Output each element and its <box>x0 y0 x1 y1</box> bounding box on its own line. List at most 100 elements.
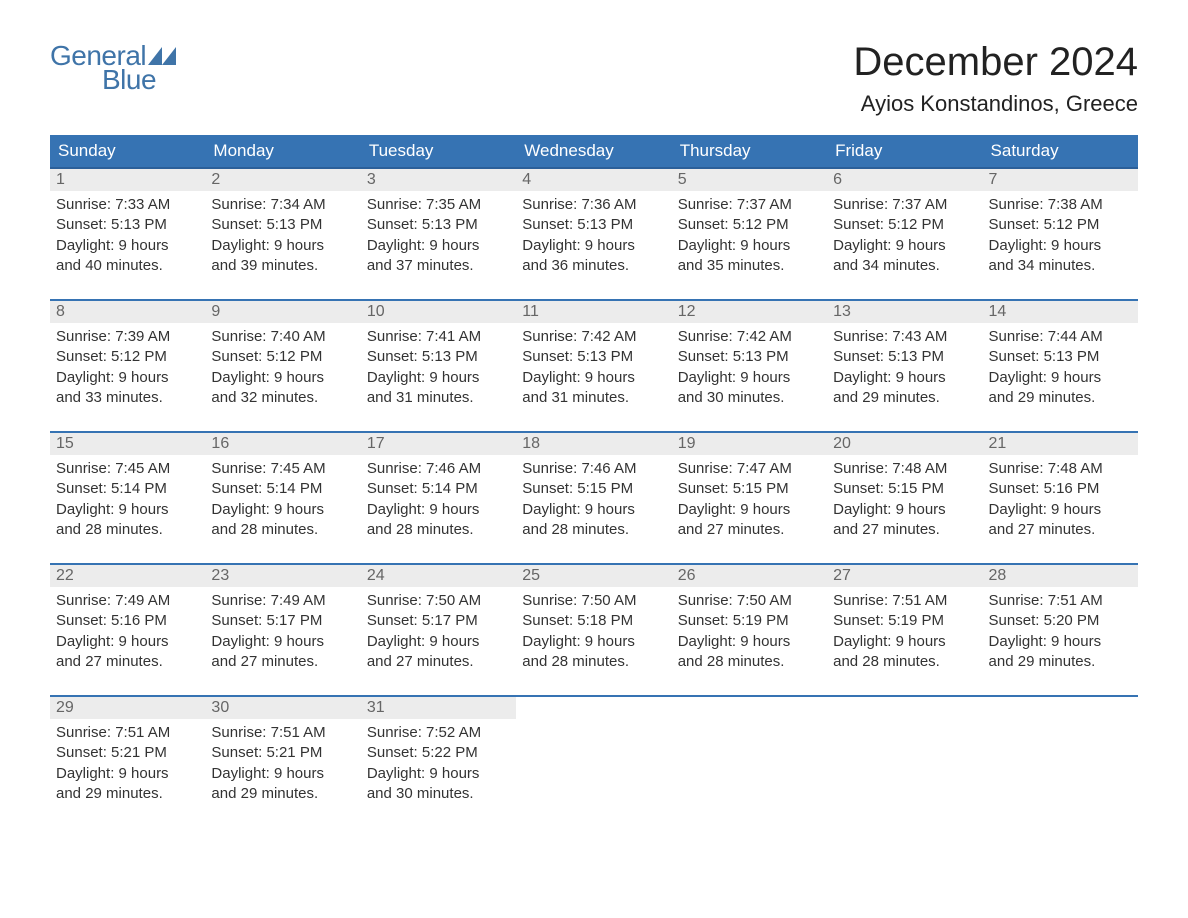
calendar-day-cell: 22Sunrise: 7:49 AMSunset: 5:16 PMDayligh… <box>50 564 205 682</box>
day-sunset: Sunset: 5:15 PM <box>522 479 665 499</box>
day-sunrise: Sunrise: 7:35 AM <box>367 195 510 215</box>
day-details: Sunrise: 7:33 AMSunset: 5:13 PMDaylight:… <box>50 191 205 286</box>
day-number: 31 <box>361 697 516 719</box>
calendar-week: 8 Sunrise: 7:39 AMSunset: 5:12 PM Daylight… <box>50 300 1138 418</box>
day-header-row: Sunday Monday Tuesday Wednesday Thursday… <box>50 135 1138 168</box>
day-details: Sunrise: 7:40 AMSunset: 5:12 PMDaylight:… <box>205 323 360 418</box>
day-dl2: and 31 minutes. <box>522 388 665 408</box>
day-number: 3 <box>361 169 516 191</box>
day-number: 8 <box>50 301 205 323</box>
calendar-week: 29Sunrise: 7:51 AMSunset: 5:21 PMDayligh… <box>50 696 1138 814</box>
day-header: Saturday <box>983 135 1138 168</box>
day-sunset: Sunset: 5:13 PM <box>367 347 510 367</box>
day-details: Sunrise: 7:47 AMSunset: 5:15 PMDaylight:… <box>672 455 827 550</box>
day-details: Sunrise: 7:43 AMSunset: 5:13 PMDaylight:… <box>827 323 982 418</box>
day-dl1: Daylight: 9 hours <box>833 632 976 652</box>
day-dl1: Daylight: 9 hours <box>367 500 510 520</box>
day-number: 11 <box>516 301 671 323</box>
calendar-day-cell: 19Sunrise: 7:47 AMSunset: 5:15 PMDayligh… <box>672 432 827 550</box>
day-dl1: Daylight: 9 hours <box>678 368 821 388</box>
day-dl1: Daylight: 9 hours <box>367 368 510 388</box>
day-dl1: Daylight: 9 hours <box>678 236 821 256</box>
day-details: Sunrise: 7:48 AMSunset: 5:15 PMDaylight:… <box>827 455 982 550</box>
day-number: 15 <box>50 433 205 455</box>
day-details: Sunrise: 7:48 AMSunset: 5:16 PMDaylight:… <box>983 455 1138 550</box>
day-dl2: and 34 minutes. <box>833 256 976 276</box>
day-number: 12 <box>672 301 827 323</box>
day-sunrise: Sunrise: 7:41 AM <box>367 327 510 347</box>
day-sunset: Sunset: 5:17 PM <box>367 611 510 631</box>
day-number: 9 <box>205 301 360 323</box>
day-sunset: Sunset: 5:14 PM <box>367 479 510 499</box>
calendar-day-cell: 31Sunrise: 7:52 AMSunset: 5:22 PMDayligh… <box>361 696 516 814</box>
day-dl2: and 29 minutes. <box>211 784 354 804</box>
calendar-day-cell: 21Sunrise: 7:48 AMSunset: 5:16 PMDayligh… <box>983 432 1138 550</box>
day-sunrise: Sunrise: 7:36 AM <box>522 195 665 215</box>
day-details: Sunrise: 7:35 AMSunset: 5:13 PMDaylight:… <box>361 191 516 286</box>
day-sunset: Sunset: 5:13 PM <box>678 347 821 367</box>
day-sunrise: Sunrise: 7:51 AM <box>56 723 199 743</box>
day-number: 30 <box>205 697 360 719</box>
calendar-day-cell: 6Sunrise: 7:37 AMSunset: 5:12 PMDaylight… <box>827 168 982 286</box>
day-number: 13 <box>827 301 982 323</box>
day-sunset: Sunset: 5:12 PM <box>56 347 199 367</box>
calendar-day-cell: 27Sunrise: 7:51 AMSunset: 5:19 PMDayligh… <box>827 564 982 682</box>
day-dl1: Daylight: 9 hours <box>211 368 354 388</box>
brand-blue-text: Blue <box>102 64 156 96</box>
day-details: Sunrise: 7:50 AMSunset: 5:19 PMDaylight:… <box>672 587 827 682</box>
calendar-day-cell: 5Sunrise: 7:37 AMSunset: 5:12 PMDaylight… <box>672 168 827 286</box>
day-sunset: Sunset: 5:12 PM <box>833 215 976 235</box>
day-details: Sunrise: 7:38 AMSunset: 5:12 PMDaylight:… <box>983 191 1138 286</box>
day-header: Wednesday <box>516 135 671 168</box>
day-details: Sunrise: 7:46 AMSunset: 5:15 PMDaylight:… <box>516 455 671 550</box>
day-sunset: Sunset: 5:13 PM <box>989 347 1132 367</box>
calendar-day-cell: 20Sunrise: 7:48 AMSunset: 5:15 PMDayligh… <box>827 432 982 550</box>
day-dl2: and 28 minutes. <box>678 652 821 672</box>
day-header: Tuesday <box>361 135 516 168</box>
day-sunset: Sunset: 5:21 PM <box>56 743 199 763</box>
day-details: Sunrise: 7:37 AMSunset: 5:12 PMDaylight:… <box>827 191 982 286</box>
day-dl2: and 28 minutes. <box>522 520 665 540</box>
day-dl1: Daylight: 9 hours <box>211 236 354 256</box>
day-number: 1 <box>50 169 205 191</box>
day-sunrise: Sunrise: 7:40 AM <box>211 327 354 347</box>
day-dl1: Daylight: 9 hours <box>367 236 510 256</box>
day-sunrise: Sunrise: 7:37 AM <box>678 195 821 215</box>
day-dl2: and 34 minutes. <box>989 256 1132 276</box>
day-sunrise: Sunrise: 7:50 AM <box>367 591 510 611</box>
day-number: 29 <box>50 697 205 719</box>
day-sunrise: Sunrise: 7:51 AM <box>211 723 354 743</box>
calendar-day-cell: 4Sunrise: 7:36 AMSunset: 5:13 PMDaylight… <box>516 168 671 286</box>
day-details: Sunrise: 7:34 AMSunset: 5:13 PMDaylight:… <box>205 191 360 286</box>
day-sunset: Sunset: 5:12 PM <box>678 215 821 235</box>
calendar-day-cell <box>983 696 1138 814</box>
calendar-day-cell: 25Sunrise: 7:50 AMSunset: 5:18 PMDayligh… <box>516 564 671 682</box>
day-sunset: Sunset: 5:13 PM <box>833 347 976 367</box>
day-details: Sunrise: 7:37 AMSunset: 5:12 PMDaylight:… <box>672 191 827 286</box>
day-sunrise: Sunrise: 7:39 AM <box>56 327 199 347</box>
day-dl2: and 37 minutes. <box>367 256 510 276</box>
day-dl1: Daylight: 9 hours <box>211 632 354 652</box>
day-details: Sunrise: 7:42 AMSunset: 5:13 PMDaylight:… <box>516 323 671 418</box>
day-sunrise: Sunrise: 7:45 AM <box>211 459 354 479</box>
calendar-day-cell: 16Sunrise: 7:45 AMSunset: 5:14 PMDayligh… <box>205 432 360 550</box>
calendar-week: 1Sunrise: 7:33 AMSunset: 5:13 PMDaylight… <box>50 168 1138 286</box>
day-details: Sunrise: 7:44 AMSunset: 5:13 PMDaylight:… <box>983 323 1138 418</box>
day-sunset: Sunset: 5:17 PM <box>211 611 354 631</box>
day-details: Sunrise: 7:36 AMSunset: 5:13 PMDaylight:… <box>516 191 671 286</box>
day-sunrise: Sunrise: 7:33 AM <box>56 195 199 215</box>
day-sunset: Sunset: 5:14 PM <box>56 479 199 499</box>
page-header: General Blue December 2024 Ayios Konstan… <box>50 40 1138 117</box>
calendar-day-cell: 13Sunrise: 7:43 AMSunset: 5:13 PMDayligh… <box>827 300 982 418</box>
calendar-day-cell: 24Sunrise: 7:50 AMSunset: 5:17 PMDayligh… <box>361 564 516 682</box>
day-dl2: and 27 minutes. <box>211 652 354 672</box>
calendar-week: 22Sunrise: 7:49 AMSunset: 5:16 PMDayligh… <box>50 564 1138 682</box>
day-number: 14 <box>983 301 1138 323</box>
day-sunset: Sunset: 5:21 PM <box>211 743 354 763</box>
calendar-day-cell: 8Sunrise: 7:39 AMSunset: 5:12 PMDaylight… <box>50 300 205 418</box>
title-block: December 2024 Ayios Konstandinos, Greece <box>853 40 1138 117</box>
calendar-day-cell: 7Sunrise: 7:38 AMSunset: 5:12 PMDaylight… <box>983 168 1138 286</box>
calendar-day-cell: 10Sunrise: 7:41 AMSunset: 5:13 PMDayligh… <box>361 300 516 418</box>
day-header: Monday <box>205 135 360 168</box>
day-dl2: and 33 minutes. <box>56 388 199 408</box>
